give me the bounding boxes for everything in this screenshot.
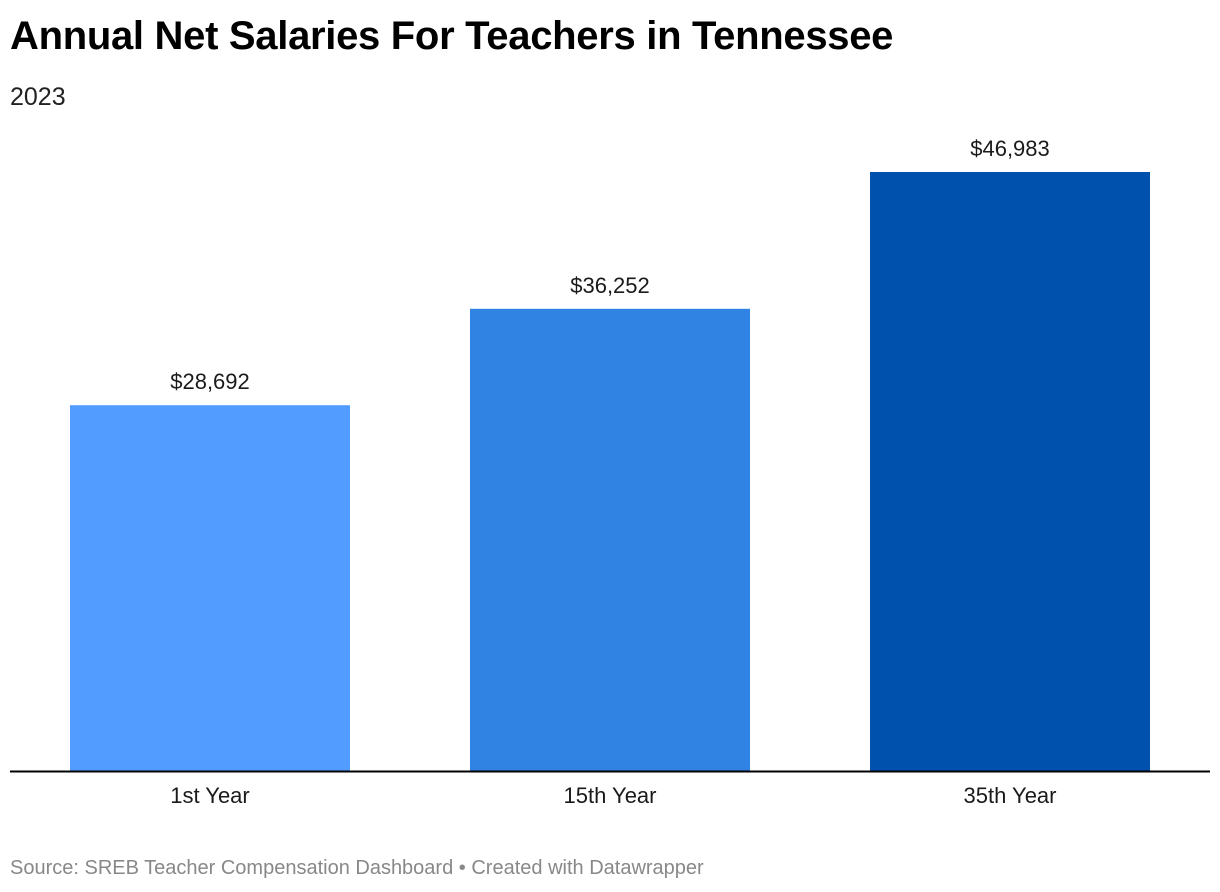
source-note: Source: SREB Teacher Compensation Dashbo… (10, 857, 454, 879)
x-tick-label: 15th Year (564, 783, 657, 808)
bar-value-label: $36,252 (570, 273, 650, 298)
x-tick-label: 35th Year (964, 783, 1057, 808)
footer-separator: • (458, 857, 466, 879)
bar-3 (870, 172, 1150, 771)
chart-footer: Source: SREB Teacher Compensation Dashbo… (10, 855, 704, 881)
x-tick-label: 1st Year (170, 783, 250, 808)
chart-subtitle: 2023 (10, 83, 66, 111)
bar-value-label: $28,692 (170, 369, 250, 394)
datawrapper-credit: Created with Datawrapper (471, 857, 704, 879)
chart-title: Annual Net Salaries For Teachers in Tenn… (10, 14, 894, 58)
bar-value-label: $46,983 (970, 136, 1050, 161)
bar-1 (70, 405, 350, 771)
bar-2 (470, 308, 750, 771)
